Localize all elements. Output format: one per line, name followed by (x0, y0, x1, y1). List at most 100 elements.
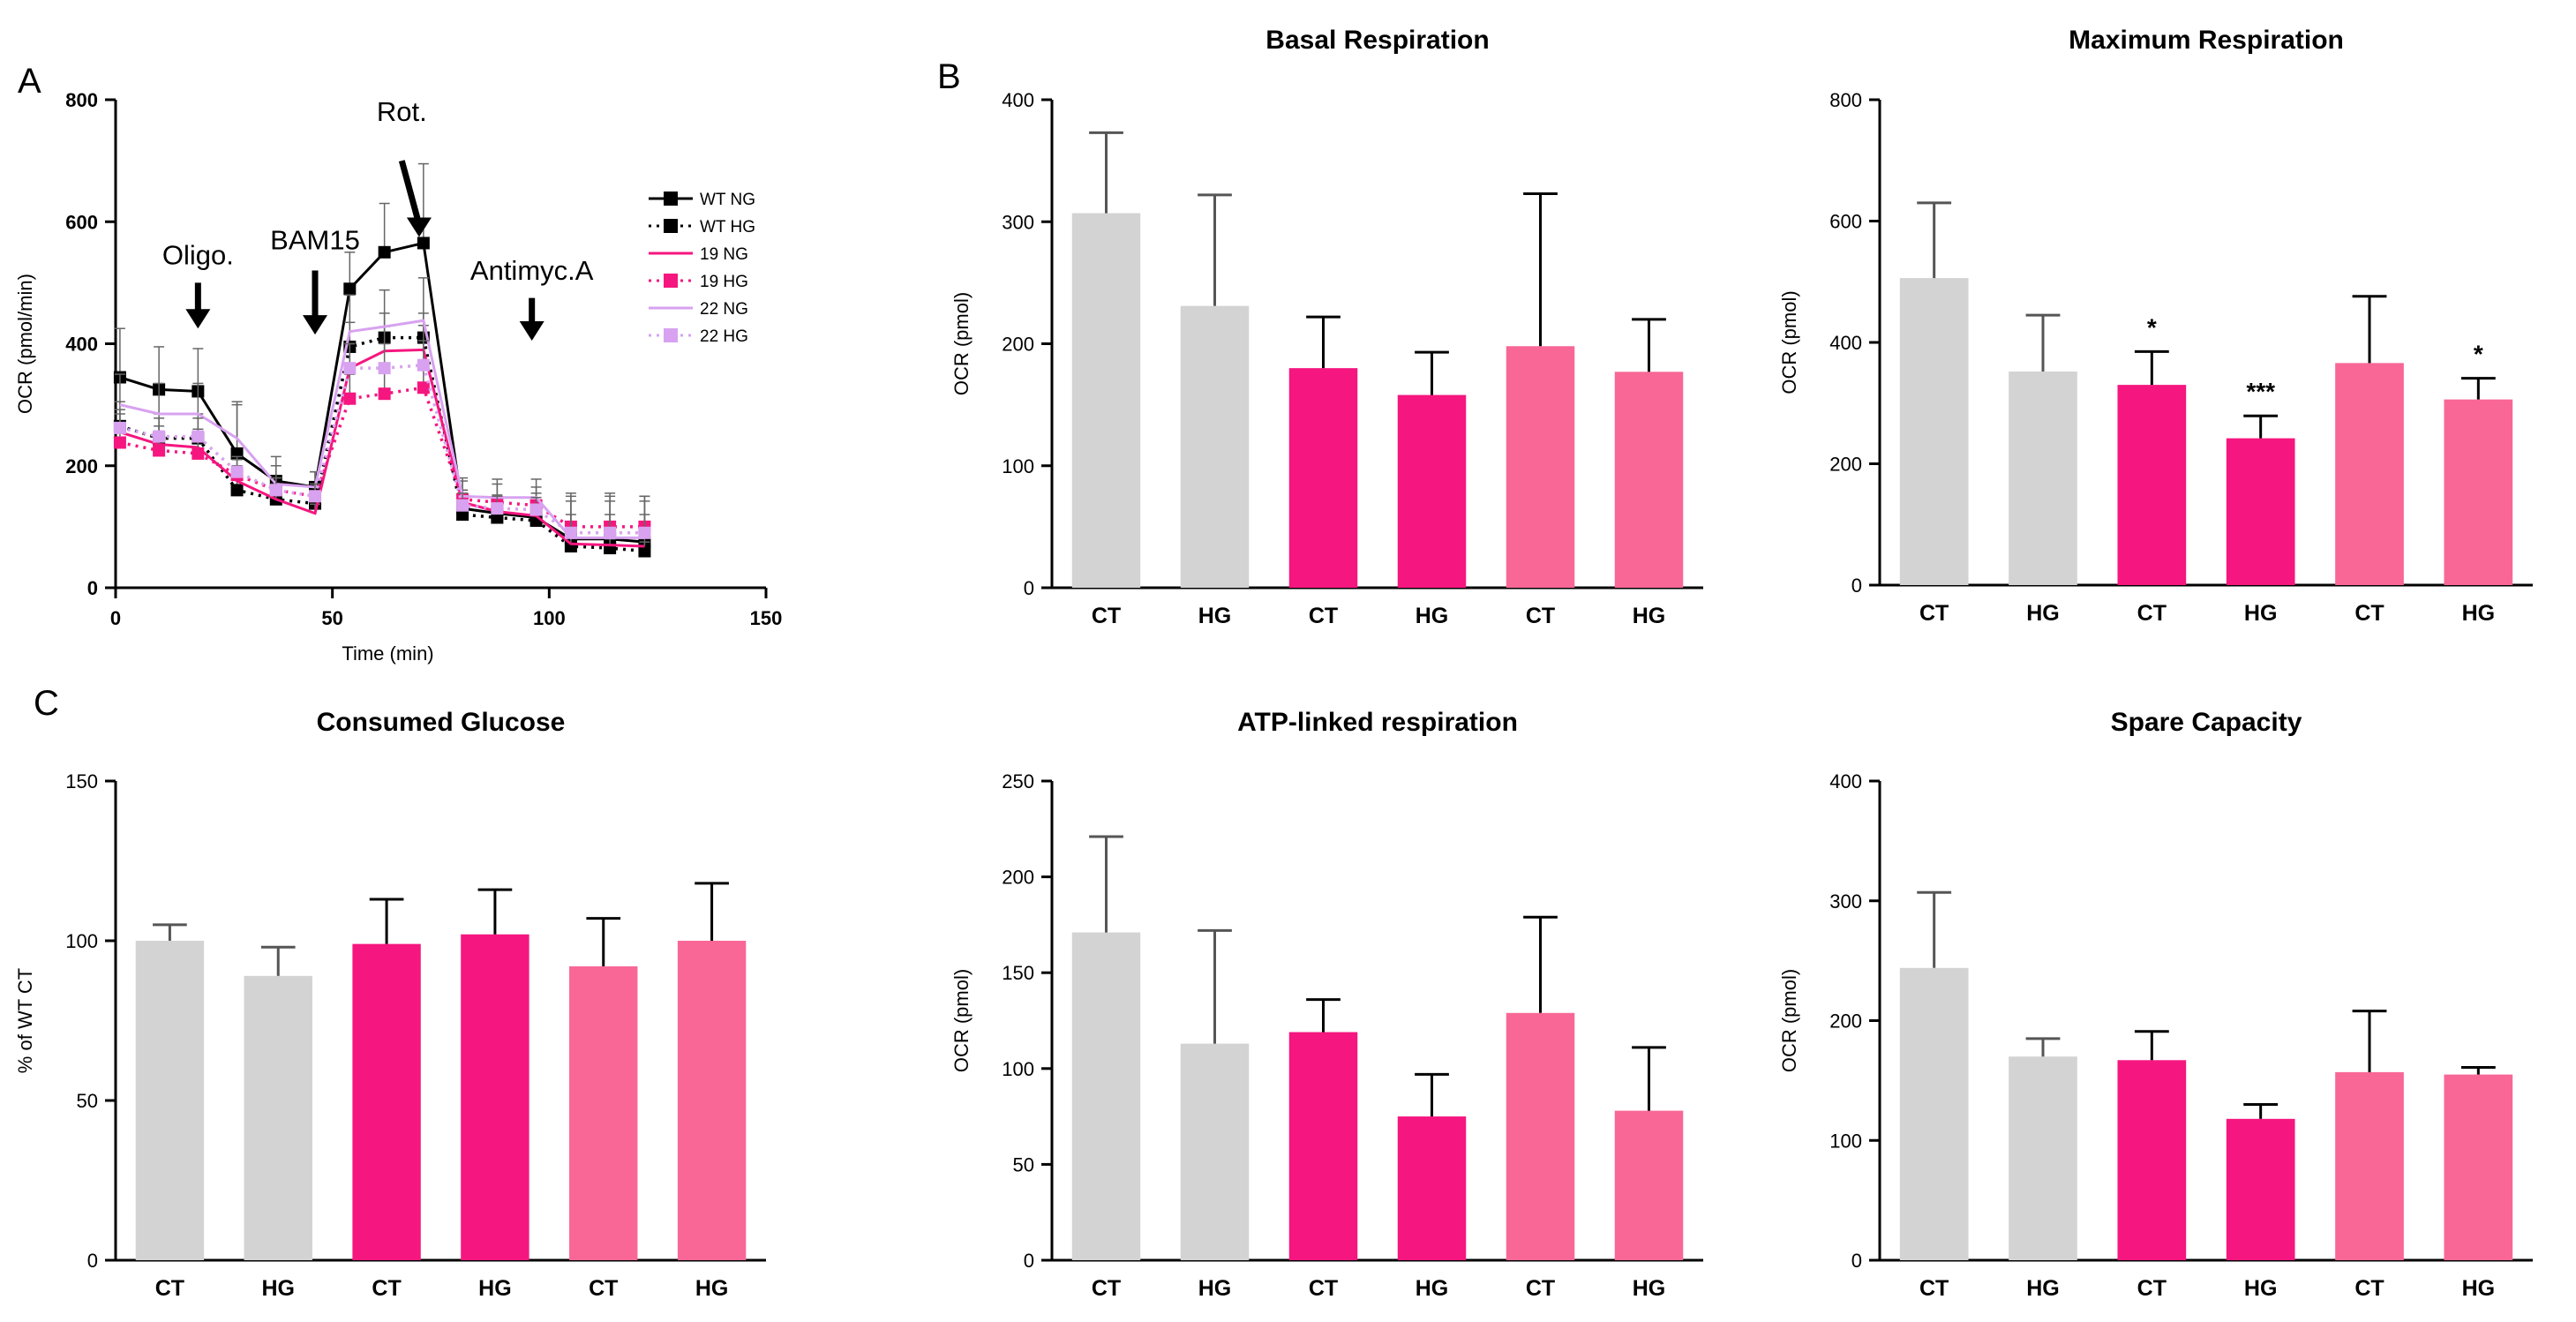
y-tick-label: 200 (1829, 1010, 1862, 1033)
injection-label: Oligo. (162, 240, 234, 271)
bar (1397, 1116, 1467, 1260)
x-category-label: CT (1309, 1276, 1338, 1301)
y-tick-label: 100 (1829, 1130, 1862, 1152)
series-22-hg (113, 340, 651, 539)
x-category-label: HG (1198, 604, 1232, 628)
x-tick-label: 50 (321, 607, 342, 629)
x-category-label: CT (2137, 601, 2167, 626)
data-point (309, 490, 322, 503)
legend-label: 19 NG (700, 245, 748, 264)
x-category-label: CT (1526, 1276, 1555, 1301)
y-tick-label: 200 (1829, 454, 1862, 476)
bar (1071, 213, 1141, 588)
legend-marker (664, 219, 678, 233)
y-tick-label: 0 (87, 577, 98, 599)
significance-marker: * (2474, 341, 2483, 368)
legend-label: 22 NG (700, 300, 748, 319)
bar (1288, 368, 1358, 588)
bar (2117, 1060, 2187, 1260)
data-point (343, 392, 357, 405)
legend-label: WT HG (700, 218, 755, 237)
x-tick-label: 100 (533, 607, 566, 629)
y-tick-label: 0 (87, 1250, 98, 1272)
data-point (529, 503, 543, 516)
y-tick-label: 150 (65, 770, 98, 792)
panel-A: A 0 200 400 600 800 OCR (pmol/min) 0 50 100 150 Tim… (14, 62, 782, 665)
injection-arrow: Rot. (377, 96, 432, 237)
data-point (192, 447, 205, 460)
bar (1180, 305, 1250, 588)
y-tick-label: 200 (65, 455, 98, 477)
data-point (456, 499, 469, 512)
y-tick-label: 800 (65, 89, 98, 111)
x-tick-label: 0 (110, 607, 121, 629)
x-category-label: HG (1416, 604, 1449, 628)
x-category-label: HG (695, 1276, 729, 1301)
y-axis-label: OCR (pmol) (1778, 290, 1800, 394)
y-tick-label: 0 (1851, 1250, 1862, 1272)
x-category-label: CT (2354, 1276, 2384, 1301)
data-point (343, 282, 357, 296)
y-tick-label: 0 (1851, 575, 1862, 597)
y-tick-label: 50 (77, 1090, 98, 1112)
data-point (378, 362, 391, 375)
arrow-head (185, 309, 211, 329)
x-category-label: CT (2137, 1276, 2167, 1301)
arrow-head (519, 321, 544, 342)
legend-label: 19 HG (700, 273, 748, 291)
legend-marker (664, 274, 678, 288)
x-category-label: HG (2026, 1276, 2060, 1301)
bar (569, 965, 638, 1260)
bar (2335, 363, 2404, 585)
bar (2335, 1071, 2404, 1260)
y-tick-label: 300 (1002, 211, 1034, 233)
data-point (417, 237, 430, 250)
x-category-label: HG (262, 1276, 296, 1301)
y-tick-label: 50 (1013, 1153, 1034, 1176)
x-category-label: HG (1633, 1276, 1666, 1301)
panel-label: C (34, 684, 59, 723)
data-point (113, 436, 126, 449)
data-point (153, 430, 166, 443)
significance-marker: *** (2246, 378, 2275, 405)
x-category-label: CT (1919, 1276, 1949, 1301)
y-tick-label: 100 (65, 930, 98, 952)
x-category-label: HG (2244, 1276, 2278, 1301)
chart-title: Maximum Respiration (2069, 26, 2344, 55)
bar (1397, 394, 1467, 588)
data-point (269, 484, 282, 497)
x-category-label: CT (1309, 604, 1338, 628)
bar (1288, 1032, 1358, 1260)
y-tick-label: 400 (65, 334, 98, 356)
y-axis-label: OCR (pmol) (950, 292, 973, 395)
data-point (378, 245, 391, 259)
x-tick-label: 150 (750, 607, 783, 629)
panel-label: B (937, 57, 961, 96)
x-category-label: HG (2026, 601, 2060, 626)
y-axis-label: OCR (pmol) (950, 969, 973, 1072)
bar (1899, 967, 1969, 1260)
bar (677, 941, 747, 1260)
x-category-label: CT (1092, 1276, 1121, 1301)
y-tick-label: 600 (1829, 211, 1862, 233)
bar (1899, 278, 1969, 585)
bar (2009, 1056, 2077, 1260)
data-point (417, 381, 430, 394)
y-tick-label: 150 (1002, 962, 1034, 984)
series-wt-ng (113, 162, 651, 549)
x-category-label: HG (2462, 601, 2496, 626)
data-point (564, 526, 577, 539)
legend-label: 22 HG (700, 327, 748, 346)
x-category-label: HG (2244, 601, 2278, 626)
x-category-label: HG (2462, 1276, 2496, 1301)
y-tick-label: 300 (1829, 890, 1862, 913)
data-point (343, 362, 357, 375)
arrow-head (303, 315, 328, 335)
data-point (230, 465, 244, 478)
x-category-label: CT (2354, 601, 2384, 626)
data-point (113, 421, 126, 434)
x-category-label: CT (589, 1276, 618, 1301)
data-point (378, 387, 391, 401)
arrow-shaft (398, 160, 423, 226)
